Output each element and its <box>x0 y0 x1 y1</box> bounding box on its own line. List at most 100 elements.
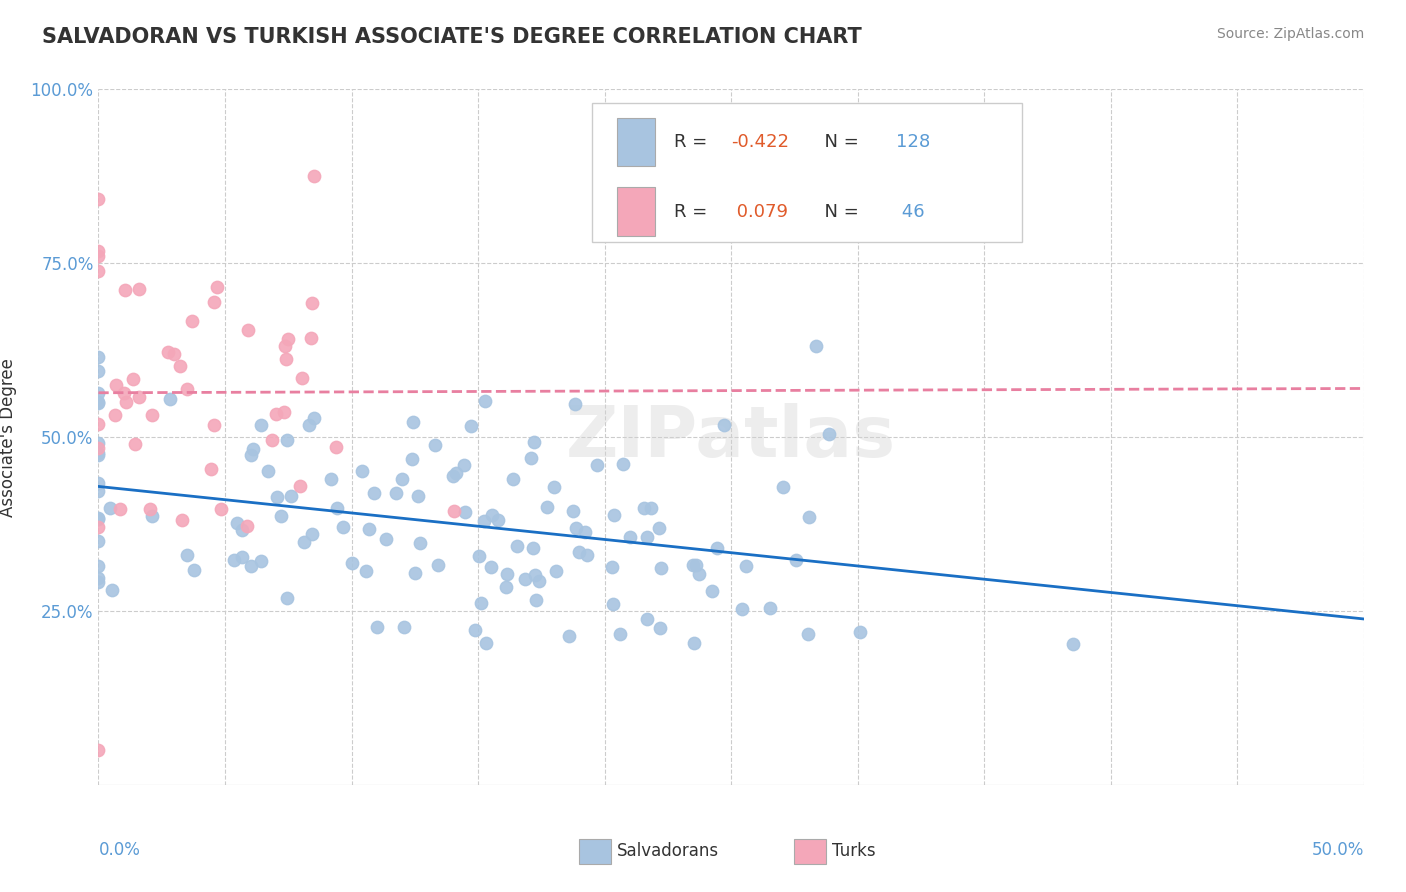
Point <box>87 264 110 278</box>
Point <box>404 566 426 580</box>
Text: 50.0%: 50.0% <box>1312 840 1364 859</box>
Point <box>806 339 828 353</box>
Point <box>713 417 735 432</box>
Point <box>141 409 163 423</box>
Point <box>224 553 246 567</box>
Point <box>115 394 138 409</box>
Point <box>202 294 225 309</box>
Point <box>565 521 588 535</box>
Point <box>264 407 287 421</box>
Point <box>87 244 110 259</box>
Point <box>270 508 292 523</box>
Point <box>402 415 425 429</box>
Point <box>682 558 704 573</box>
Point <box>273 405 295 419</box>
Point <box>87 512 110 526</box>
Point <box>122 372 145 386</box>
Point <box>423 437 446 451</box>
Point <box>291 370 314 384</box>
Point <box>648 520 671 534</box>
Point <box>236 519 259 533</box>
Point <box>544 565 567 579</box>
Point <box>650 561 672 575</box>
Point <box>87 192 110 206</box>
Text: ZIPatlas: ZIPatlas <box>567 402 896 472</box>
Point <box>301 331 323 345</box>
Point <box>276 434 298 448</box>
Point <box>352 464 374 478</box>
Point <box>568 545 591 559</box>
Point <box>249 418 271 433</box>
Text: 0.0%: 0.0% <box>98 840 141 859</box>
Point <box>170 513 193 527</box>
Point <box>209 502 232 516</box>
Y-axis label: Associate's Degree: Associate's Degree <box>0 358 17 516</box>
Point <box>515 572 537 586</box>
Point <box>706 541 728 556</box>
Point <box>87 574 110 589</box>
Point <box>374 532 396 546</box>
Point <box>600 559 623 574</box>
Point <box>301 526 323 541</box>
Point <box>124 437 146 451</box>
Point <box>139 502 162 516</box>
Point <box>486 513 509 527</box>
Point <box>240 448 263 462</box>
Point <box>266 490 288 504</box>
Point <box>366 620 388 634</box>
Text: 0.079: 0.079 <box>731 202 789 220</box>
Point <box>87 533 110 548</box>
Point <box>169 359 191 373</box>
Point <box>443 504 465 518</box>
Point <box>87 442 110 456</box>
Point <box>87 520 110 534</box>
Point <box>474 394 496 409</box>
Point <box>87 417 110 431</box>
Point <box>262 433 284 447</box>
Point <box>454 505 477 519</box>
Point <box>734 558 756 573</box>
Point <box>231 523 253 537</box>
Point <box>603 508 626 522</box>
Point <box>586 458 609 473</box>
Point <box>321 472 343 486</box>
Point <box>128 282 150 296</box>
Point <box>444 467 467 481</box>
Point <box>401 451 423 466</box>
Point <box>98 501 121 516</box>
Point <box>609 627 631 641</box>
Point <box>87 446 110 460</box>
Point <box>277 332 299 346</box>
Text: R =: R = <box>675 202 713 220</box>
Point <box>298 418 321 433</box>
FancyBboxPatch shape <box>794 838 827 863</box>
Point <box>87 559 110 574</box>
FancyBboxPatch shape <box>592 103 1022 243</box>
Point <box>105 378 128 392</box>
Point <box>385 486 408 500</box>
Point <box>163 346 186 360</box>
Text: N =: N = <box>814 202 865 220</box>
Point <box>470 596 492 610</box>
Point <box>288 478 311 492</box>
Point <box>363 486 385 500</box>
Point <box>1062 636 1084 650</box>
Point <box>87 249 110 263</box>
Point <box>464 624 486 638</box>
Point <box>274 351 297 366</box>
Point <box>181 314 204 328</box>
Point <box>536 500 558 514</box>
Point <box>391 472 413 486</box>
Point <box>87 511 110 525</box>
Point <box>759 601 782 615</box>
Point <box>238 323 260 337</box>
Point <box>301 296 323 310</box>
Point <box>475 635 498 649</box>
Point <box>799 509 821 524</box>
Text: SALVADORAN VS TURKISH ASSOCIATE'S DEGREE CORRELATION CHART: SALVADORAN VS TURKISH ASSOCIATE'S DEGREE… <box>42 27 862 46</box>
Point <box>527 574 550 589</box>
Point <box>688 567 710 582</box>
Point <box>772 480 794 494</box>
Point <box>526 592 548 607</box>
Point <box>101 582 124 597</box>
